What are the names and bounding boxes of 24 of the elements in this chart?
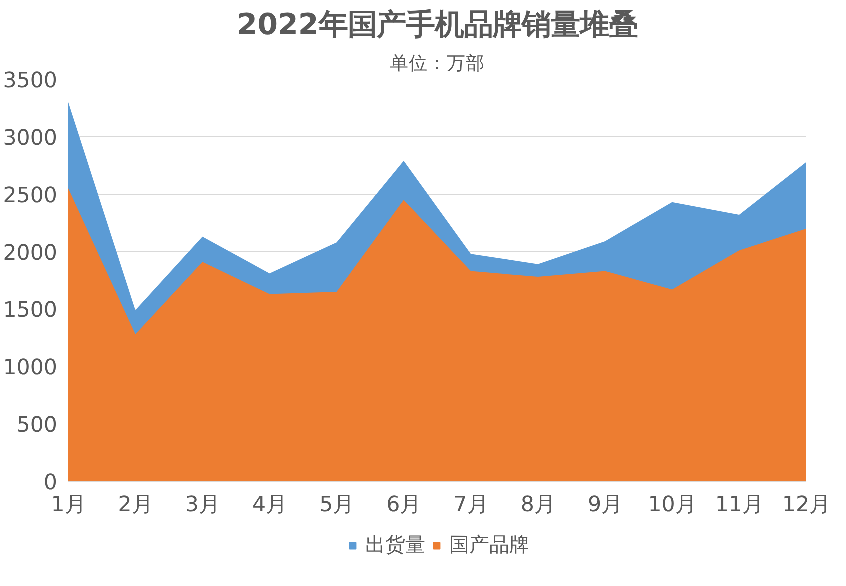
- x-tick-label: 9月: [588, 492, 623, 518]
- x-tick-label: 3月: [185, 492, 220, 518]
- y-tick-label: 3500: [3, 68, 58, 94]
- y-tick-label: 2500: [3, 183, 58, 208]
- y-tick-label: 1500: [3, 298, 58, 324]
- chart-title: 2022年国产手机品牌销量堆叠: [237, 8, 638, 42]
- x-tick-label: 8月: [520, 492, 556, 518]
- y-tick-label: 0: [44, 470, 58, 496]
- y-tick-label: 500: [16, 413, 58, 438]
- x-tick-label: 12月: [782, 492, 831, 518]
- y-tick-label: 2000: [3, 240, 58, 266]
- x-tick-label: 4月: [252, 492, 288, 518]
- x-tick-label: 7月: [454, 492, 488, 518]
- x-tick-label: 2月: [118, 492, 153, 518]
- x-tick-label: 11月: [715, 492, 764, 518]
- x-tick-label: 10月: [648, 492, 696, 518]
- x-tick-label: 5月: [320, 492, 354, 518]
- x-tick-label: 6月: [386, 492, 422, 518]
- y-tick-label: 3000: [3, 126, 58, 151]
- y-tick-label: 1000: [3, 356, 58, 381]
- x-tick-label: 1月: [51, 492, 86, 518]
- legend-label: 出货量: [366, 532, 426, 558]
- chart-subtitle: 单位：万部: [390, 52, 485, 74]
- legend-label: 国产品牌: [450, 532, 530, 558]
